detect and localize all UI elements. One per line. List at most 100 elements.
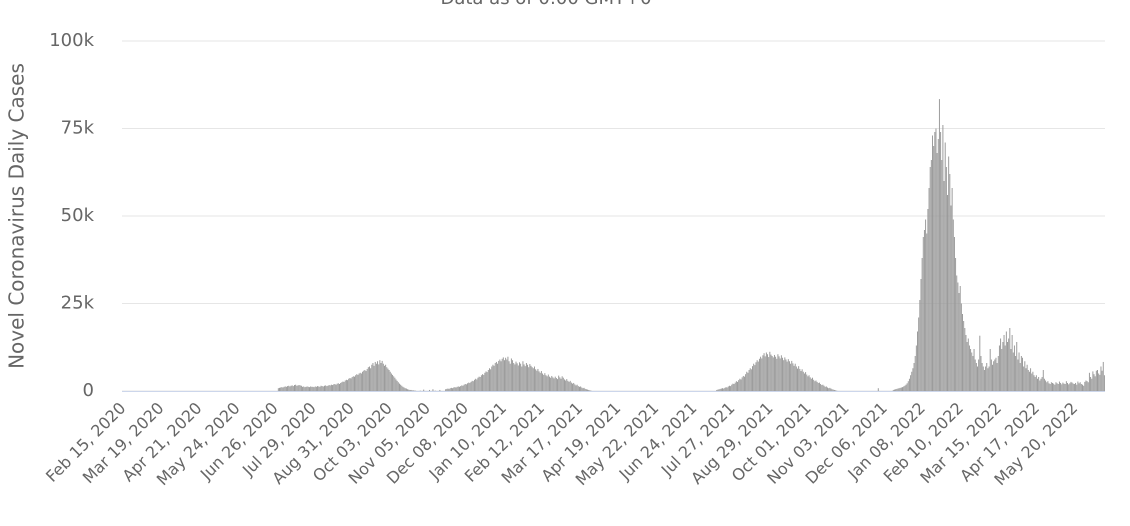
bar — [1065, 381, 1067, 391]
bar — [517, 365, 519, 391]
bar — [786, 361, 788, 391]
bar — [1063, 383, 1065, 391]
bar — [291, 385, 293, 391]
bar — [375, 363, 377, 391]
bar — [933, 146, 935, 391]
bar — [979, 335, 981, 391]
bar — [808, 375, 810, 391]
bar — [1086, 381, 1088, 391]
bar — [320, 385, 322, 391]
y-tick-label: 50k — [61, 205, 95, 226]
bar — [547, 374, 549, 391]
bar — [1075, 382, 1077, 391]
bar — [514, 364, 516, 391]
bar — [1056, 383, 1058, 391]
bar — [536, 370, 538, 391]
bar — [581, 387, 583, 391]
bar — [945, 167, 947, 391]
bar — [728, 385, 730, 391]
bar — [785, 359, 787, 391]
bar — [725, 387, 727, 391]
bar — [731, 384, 733, 391]
bar — [1069, 383, 1071, 391]
bar — [485, 371, 487, 391]
bar — [371, 364, 373, 391]
bar — [575, 385, 577, 391]
bar — [400, 384, 402, 391]
bar — [1052, 382, 1053, 391]
bar — [787, 359, 789, 391]
bar — [561, 376, 563, 391]
bar — [518, 362, 520, 391]
bar — [1019, 363, 1021, 391]
bar — [977, 366, 978, 391]
bar — [903, 386, 905, 391]
bar — [370, 368, 372, 391]
bar — [829, 387, 831, 391]
bar — [343, 381, 345, 391]
bar — [1016, 342, 1018, 391]
bar — [409, 389, 411, 391]
bar — [483, 374, 485, 391]
bar — [494, 363, 496, 391]
bar — [896, 388, 898, 391]
bar — [364, 370, 366, 391]
bar — [747, 372, 749, 391]
bar — [285, 386, 287, 391]
bar — [582, 388, 584, 391]
bar — [393, 376, 395, 391]
bar — [823, 385, 825, 391]
bar — [1101, 370, 1103, 391]
bar — [806, 374, 808, 391]
bar — [800, 371, 802, 391]
bar — [1022, 357, 1023, 391]
bar — [404, 388, 406, 391]
bar — [480, 375, 482, 391]
bar — [768, 357, 770, 391]
bar — [381, 360, 383, 391]
bar — [748, 370, 750, 391]
bar — [1054, 384, 1056, 391]
bar — [1011, 335, 1013, 391]
bar — [779, 358, 781, 391]
bar — [940, 132, 942, 391]
bar — [828, 388, 830, 391]
bar — [326, 386, 328, 391]
bar — [495, 361, 497, 391]
bar — [333, 384, 335, 391]
bar — [465, 384, 467, 391]
bar — [990, 359, 992, 391]
bar — [833, 389, 835, 391]
bar — [739, 378, 741, 391]
bar — [788, 361, 790, 391]
bar — [799, 368, 801, 391]
bar — [538, 371, 540, 391]
bar — [578, 386, 580, 391]
bar — [537, 368, 539, 391]
bar — [570, 382, 572, 391]
bar — [1002, 342, 1004, 391]
bar — [532, 368, 534, 391]
bar — [334, 384, 336, 391]
bar — [973, 349, 975, 391]
bar — [507, 356, 509, 391]
bar — [1073, 384, 1075, 391]
bar — [918, 317, 920, 391]
bar — [1026, 364, 1028, 391]
bar — [1045, 380, 1047, 391]
bar — [1042, 370, 1044, 391]
bar — [342, 381, 344, 391]
bar — [567, 380, 569, 391]
bar — [825, 386, 827, 391]
bar — [403, 387, 405, 391]
bar — [1039, 380, 1041, 391]
bar — [432, 389, 434, 391]
bar — [1077, 381, 1079, 391]
bar — [1031, 373, 1033, 391]
bar — [1041, 377, 1043, 391]
bar — [327, 385, 329, 391]
bar — [1084, 381, 1086, 391]
bar — [947, 195, 948, 391]
bar — [380, 363, 382, 391]
bar — [515, 361, 517, 391]
